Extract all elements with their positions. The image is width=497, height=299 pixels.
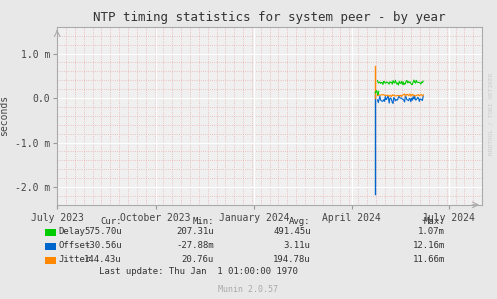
Text: Min:: Min: <box>192 217 214 226</box>
Text: Jitter: Jitter <box>59 255 91 264</box>
Text: 207.31u: 207.31u <box>176 227 214 236</box>
Text: 144.43u: 144.43u <box>84 255 122 264</box>
Text: Max:: Max: <box>423 217 445 226</box>
Text: 491.45u: 491.45u <box>273 227 311 236</box>
Title: NTP timing statistics for system peer - by year: NTP timing statistics for system peer - … <box>93 11 446 24</box>
Text: 12.16m: 12.16m <box>413 241 445 250</box>
Text: -27.88m: -27.88m <box>176 241 214 250</box>
Text: Offset: Offset <box>59 241 91 250</box>
Text: Avg:: Avg: <box>289 217 311 226</box>
Text: 11.66m: 11.66m <box>413 255 445 264</box>
Text: Cur:: Cur: <box>100 217 122 226</box>
Text: Delay: Delay <box>59 227 85 236</box>
Text: 1.07m: 1.07m <box>418 227 445 236</box>
Text: 3.11u: 3.11u <box>284 241 311 250</box>
Text: RRDTOOL / TOBI OETIKER: RRDTOOL / TOBI OETIKER <box>489 72 494 155</box>
Text: 20.76u: 20.76u <box>181 255 214 264</box>
Text: Munin 2.0.57: Munin 2.0.57 <box>219 286 278 295</box>
Text: 575.70u: 575.70u <box>84 227 122 236</box>
Text: 194.78u: 194.78u <box>273 255 311 264</box>
Y-axis label: seconds: seconds <box>0 95 9 136</box>
Text: -30.56u: -30.56u <box>84 241 122 250</box>
Text: Last update: Thu Jan  1 01:00:00 1970: Last update: Thu Jan 1 01:00:00 1970 <box>99 268 298 277</box>
